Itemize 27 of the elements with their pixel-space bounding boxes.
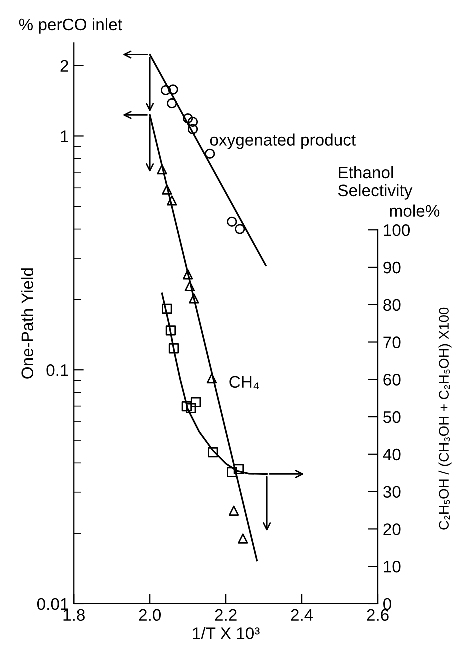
x-tick-label: 2.4	[291, 609, 314, 621]
y-tick-label: 0.01	[37, 598, 68, 610]
y-axis-title: One-Path Yield	[21, 268, 34, 379]
series-label: CH₄	[230, 376, 260, 390]
x-tick-label: 2.0	[139, 609, 162, 622]
y-tick-label: 1	[61, 130, 68, 142]
y2-tick-label: 40	[383, 448, 401, 461]
y2-tick-label: 70	[384, 336, 401, 348]
y2-tick-label: 0	[384, 598, 392, 610]
y2-tick-label: 50	[384, 411, 401, 424]
y2-tick-label: 80	[384, 299, 401, 312]
y2-axis-title: C₂H₅OH / (CH₃OH + C₂H₅OH) X100	[438, 308, 452, 530]
y-tick-label: 2	[60, 60, 68, 72]
x-tick-label: 2.2	[215, 609, 237, 621]
y2-tick-label: 10	[384, 560, 401, 573]
y2-tick-label: 100	[384, 224, 410, 236]
y2-tick-label: 90	[384, 262, 401, 274]
x-axis-title: 1/T X 10³	[193, 627, 260, 640]
y2-tick-label: 20	[384, 524, 401, 536]
y2-tick-label: 60	[384, 374, 401, 386]
series-label: oxygenated product	[210, 134, 356, 150]
x-tick-label: 1.8	[64, 609, 85, 622]
x-tick-label: 2.6	[367, 609, 389, 622]
y2-tick-label: 30	[384, 486, 401, 498]
y-tick-label: 0.1	[46, 364, 68, 376]
text: % perCO inlet	[19, 18, 122, 34]
text: mole%	[390, 204, 440, 218]
